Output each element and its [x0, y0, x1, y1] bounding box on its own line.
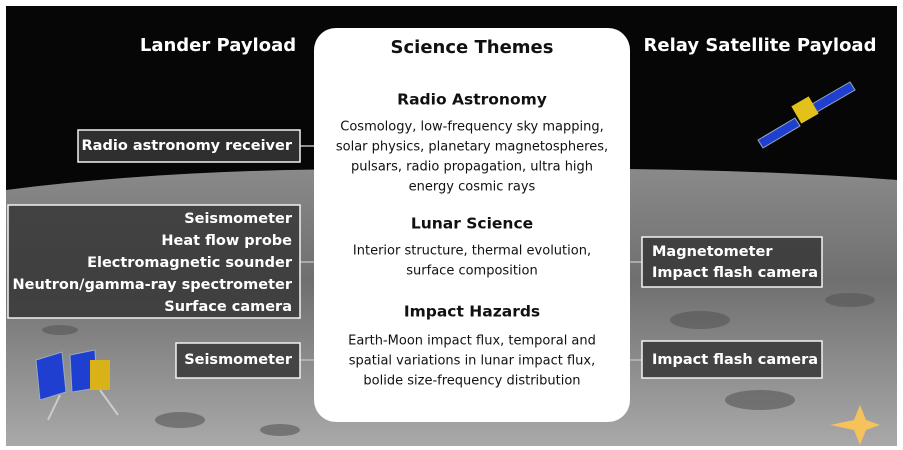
theme-line: bolide size-frequency distribution	[363, 374, 580, 389]
center-title: Science Themes	[391, 37, 554, 58]
payload-item: Impact flash camera	[652, 265, 818, 281]
right-title: Relay Satellite Payload	[644, 35, 877, 56]
left-title: Lander Payload	[140, 35, 296, 56]
theme-line: energy cosmic rays	[409, 180, 536, 195]
payload-item: Radio astronomy receiver	[82, 138, 293, 154]
payload-item: Seismometer	[184, 352, 293, 368]
theme-title: Impact Hazards	[404, 303, 540, 321]
theme-title: Lunar Science	[411, 215, 533, 233]
payload-item: Magnetometer	[652, 244, 773, 260]
payload-item: Neutron/gamma-ray spectrometer	[13, 277, 293, 293]
theme-line: Interior structure, thermal evolution,	[353, 244, 591, 259]
theme-title: Radio Astronomy	[397, 91, 547, 109]
payload-item: Surface camera	[164, 299, 292, 315]
diagram: Lander Payload Science Themes Relay Sate…	[0, 0, 903, 450]
payload-item: Heat flow probe	[161, 233, 292, 249]
theme-line: pulsars, radio propagation, ultra high	[351, 160, 593, 175]
payload-item: Impact flash camera	[652, 352, 818, 368]
theme-line: solar physics, planetary magnetospheres,	[336, 140, 608, 155]
payload-item: Seismometer	[184, 211, 293, 227]
theme-line: surface composition	[406, 264, 537, 279]
theme-line: Cosmology, low-frequency sky mapping,	[340, 120, 603, 135]
theme-line: spatial variations in lunar impact flux,	[349, 354, 595, 369]
payload-item: Electromagnetic sounder	[87, 255, 293, 271]
theme-line: Earth-Moon impact flux, temporal and	[348, 334, 596, 349]
